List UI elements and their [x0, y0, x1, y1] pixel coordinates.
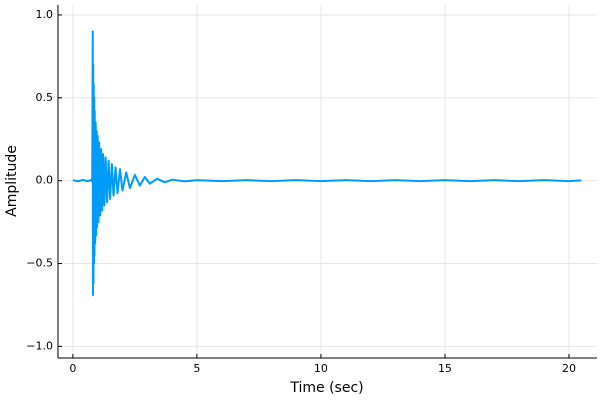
- x-tick-label: 15: [438, 362, 452, 375]
- x-axis-label: Time (sec): [289, 380, 363, 396]
- y-tick-label: −0.5: [26, 257, 53, 270]
- y-tick-label: −1.0: [26, 339, 53, 352]
- x-tick-label: 20: [562, 362, 576, 375]
- x-tick-label: 5: [193, 362, 200, 375]
- y-tick-label: 0.0: [36, 174, 54, 187]
- y-tick-label: 0.5: [36, 91, 54, 104]
- x-tick-label: 0: [69, 362, 76, 375]
- y-tick-label: 1.0: [36, 8, 54, 21]
- x-tick-label: 10: [314, 362, 328, 375]
- y-axis-label: Amplitude: [4, 145, 20, 217]
- signal-line: [72, 30, 582, 297]
